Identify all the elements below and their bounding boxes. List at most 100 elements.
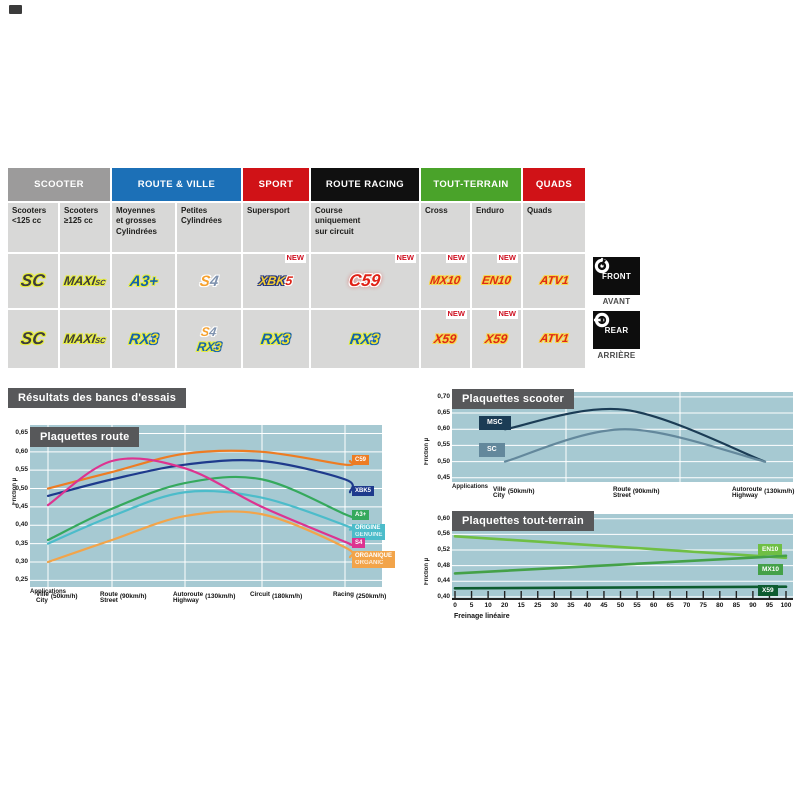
y-tick-label: 0,50 — [437, 457, 450, 465]
product-logo: XBK 5 — [258, 274, 293, 288]
x-category-name: Route Street — [613, 486, 631, 500]
x-tick-label: 10 — [484, 602, 492, 609]
chart-title-scooter: Plaquettes scooter — [452, 389, 575, 409]
product-cell: NEW X59 — [421, 309, 470, 368]
x-tick-label: 5 — [469, 602, 474, 609]
x-tick-label: 60 — [649, 602, 658, 609]
product-logo-text: 5 — [284, 274, 294, 288]
subcategory-label: Quads — [523, 203, 585, 252]
x-category-name: Circuit — [250, 591, 270, 598]
y-tick-label: 0,40 — [437, 592, 450, 600]
product-cell: NEW X59 — [472, 309, 521, 368]
x-category-label: Ville City (50km/h) — [36, 591, 78, 605]
x-category-name-line: Highway — [173, 597, 199, 605]
x-category-name-line: Ville — [36, 591, 49, 598]
product-cell: NEW MX10 — [421, 253, 470, 308]
product-logo: RX 3 — [260, 331, 292, 348]
x-category-name: Ville City — [493, 486, 506, 500]
x-category-name-line: Street — [613, 492, 631, 500]
legend-chip-label: EN10 — [762, 545, 779, 553]
legend-chip-label: A3+ — [355, 511, 367, 518]
x-category-speed: (180km/h) — [271, 593, 303, 600]
x-category-label: Circuit (180km/h) — [250, 591, 303, 600]
legend-chip-label: C59 — [355, 456, 367, 463]
product-logo-text: 4 — [208, 324, 218, 339]
product-logo-text: 4 — [208, 272, 220, 290]
product-logo-text: 3 — [148, 330, 160, 348]
x-category-speed: (50km/h) — [507, 488, 535, 495]
product-logo-text: X59 — [433, 332, 458, 346]
series-line-c59 — [46, 449, 354, 490]
y-tick-label: 0,40 — [15, 521, 28, 529]
legend-chip-xbk5: XBK5 — [352, 486, 375, 497]
product-logo: EN10 — [481, 275, 511, 287]
y-axis-title: Friction µ — [424, 557, 430, 585]
x-tick-label: 100 — [780, 602, 792, 609]
x-tick-label: 30 — [550, 602, 558, 609]
product-logo-text: SC — [94, 278, 107, 287]
x-category-name-line: City — [36, 597, 48, 605]
legend-chip-s4: S4 — [352, 538, 366, 549]
series-line-en10 — [453, 534, 788, 560]
series-line-origine-genuine — [46, 489, 354, 545]
legend-chip-label: ORGANIQUE — [355, 552, 393, 559]
product-logo-text: EN10 — [481, 275, 512, 287]
legend-chip-mx10: MX10 — [758, 563, 783, 576]
x-category-speed: (90km/h) — [119, 593, 147, 600]
product-logo-text: 3 — [213, 339, 223, 354]
x-tick-label: 20 — [501, 602, 509, 609]
y-tick-label: 0,70 — [437, 392, 450, 400]
y-tick-label: 0,45 — [437, 473, 450, 481]
category-header: SPORT — [243, 168, 309, 201]
subcategory-label: Scooters <125 cc — [8, 203, 58, 252]
subcategory-label: Cross — [421, 203, 470, 252]
product-logo-text: 3 — [370, 330, 381, 348]
product-logo-text: MAXI — [63, 332, 97, 346]
y-tick-label: 0,60 — [437, 425, 450, 433]
product-logo-text: X59 — [484, 332, 509, 346]
series-line-organique-organic — [46, 510, 354, 564]
x-category-name-line: Autoroute — [732, 486, 763, 493]
subcategory-label: Moyennes et grosses Cylindrées — [112, 203, 175, 252]
product-logo-text: ATV1 — [538, 333, 570, 345]
front-axle-box: FRONT — [593, 257, 640, 295]
chart-title-route: Plaquettes route — [30, 427, 140, 447]
x-category-label: Autoroute Highway (130km/h) — [732, 486, 794, 500]
chart-canvas-route — [30, 425, 382, 587]
product-cell: A3+ — [112, 254, 175, 308]
subcategory-label: Course uniquement sur circuit — [311, 203, 419, 252]
product-cell: NEW XBK 5 — [243, 253, 309, 308]
x-tick-label: 45 — [600, 602, 608, 609]
product-cell: MAXI SC — [60, 310, 110, 368]
x-category-name-line: Route — [100, 591, 118, 598]
category-header: QUADS — [523, 168, 585, 201]
x-tick-label: 85 — [732, 602, 740, 609]
category-header: ROUTE & VILLE — [112, 168, 241, 201]
x-category-speed: (250km/h) — [356, 593, 387, 600]
product-logo-text: A3+ — [128, 272, 159, 290]
x-category-name: Route Street — [100, 591, 118, 605]
series-line-msc — [503, 407, 767, 463]
product-cell: RX 3 — [311, 310, 419, 368]
series-line-s4 — [46, 457, 354, 547]
rear-brake-disc-icon — [593, 312, 610, 328]
new-badge: NEW — [445, 309, 467, 319]
x-category-name-line: Ville — [493, 486, 506, 493]
legend-chip-sc: SC — [479, 442, 505, 457]
x-category-speed: (130km/h) — [205, 593, 236, 600]
product-cell: MAXI SC — [60, 254, 110, 308]
new-badge: NEW — [496, 253, 518, 263]
legend-chip-label: MSC — [487, 419, 503, 427]
legend-chip-label: XBK5 — [355, 487, 372, 494]
x-category-name: Autoroute Highway — [732, 486, 763, 500]
x-tick-label: 50 — [616, 602, 625, 609]
x-category-name-line: Highway — [732, 492, 758, 500]
x-tick-label: 65 — [666, 602, 674, 609]
product-logo-text: SC — [94, 336, 107, 345]
product-logo: SC — [20, 329, 46, 349]
x-category-name-line: Autoroute — [173, 591, 204, 598]
product-logo: MAXI SC — [63, 274, 107, 288]
